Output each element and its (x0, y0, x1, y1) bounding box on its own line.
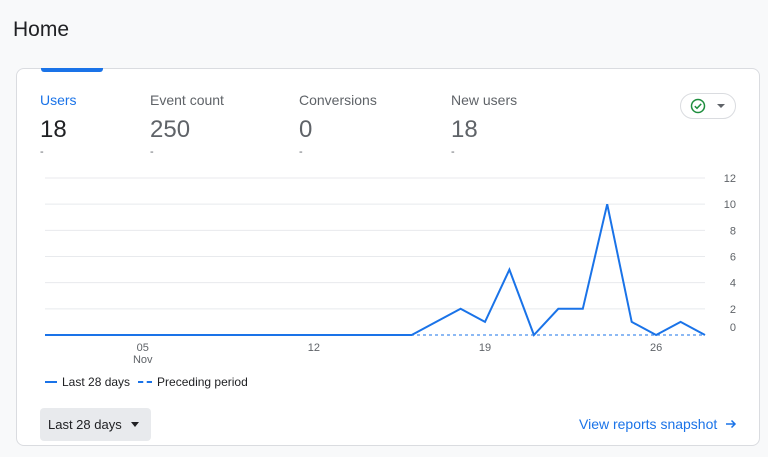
legend-item-preceding: Preceding period (138, 375, 248, 389)
y-tick-label: 12 (724, 173, 736, 185)
metric-value: 18 (40, 116, 67, 143)
metric-change: - (40, 146, 44, 158)
x-tick-sublabel: Nov (133, 354, 153, 366)
caret-down-icon (131, 422, 139, 427)
metric-change: - (451, 146, 455, 158)
metric-conversions[interactable]: Conversions 0 - (299, 92, 377, 158)
x-tick-label: 12 (308, 342, 320, 354)
legend-swatch-solid (45, 381, 57, 383)
metric-label: New users (451, 92, 518, 108)
metric-label: Conversions (299, 92, 377, 108)
y-tick-label: 8 (730, 225, 736, 237)
overview-card: Users 18 - Event count 250 - Conversions… (16, 68, 760, 446)
caret-down-icon (717, 104, 725, 108)
page-title: Home (13, 18, 70, 41)
legend-label: Last 28 days (62, 375, 131, 389)
date-range-dropdown[interactable]: Last 28 days (40, 408, 151, 441)
x-tick-label: 19 (479, 342, 491, 354)
view-reports-snapshot-link[interactable]: View reports snapshot (579, 416, 737, 432)
snapshot-link-label: View reports snapshot (579, 416, 718, 432)
metric-label: Event count (150, 92, 224, 108)
metric-value: 18 (451, 116, 478, 143)
y-tick-label: 10 (724, 199, 736, 211)
legend-swatch-dashed (138, 381, 153, 383)
y-tick-label: 6 (730, 252, 736, 264)
x-tick-label: 05 (137, 342, 149, 354)
metric-users[interactable]: Users 18 - (40, 92, 77, 158)
legend-label: Preceding period (157, 375, 248, 389)
chart-legend: Last 28 days Preceding period (45, 375, 256, 389)
y-tick-label: 0 (730, 322, 736, 334)
check-circle-icon (690, 98, 706, 114)
arrow-right-icon (726, 419, 737, 429)
legend-item-current: Last 28 days (45, 375, 130, 389)
x-tick-label: 26 (650, 342, 662, 354)
metric-change: - (299, 146, 303, 158)
metric-label: Users (40, 92, 77, 108)
metric-value: 0 (299, 116, 313, 143)
series-line-current (45, 203, 706, 337)
date-range-label: Last 28 days (48, 417, 122, 432)
metric-new-users[interactable]: New users 18 - (451, 92, 517, 158)
status-dropdown[interactable] (680, 93, 736, 119)
metric-event-count[interactable]: Event count 250 - (150, 92, 224, 158)
metric-value: 250 (150, 116, 191, 143)
active-tab-indicator (41, 68, 103, 72)
metric-change: - (150, 146, 154, 158)
y-tick-label: 2 (730, 304, 736, 316)
y-tick-label: 4 (730, 278, 736, 290)
